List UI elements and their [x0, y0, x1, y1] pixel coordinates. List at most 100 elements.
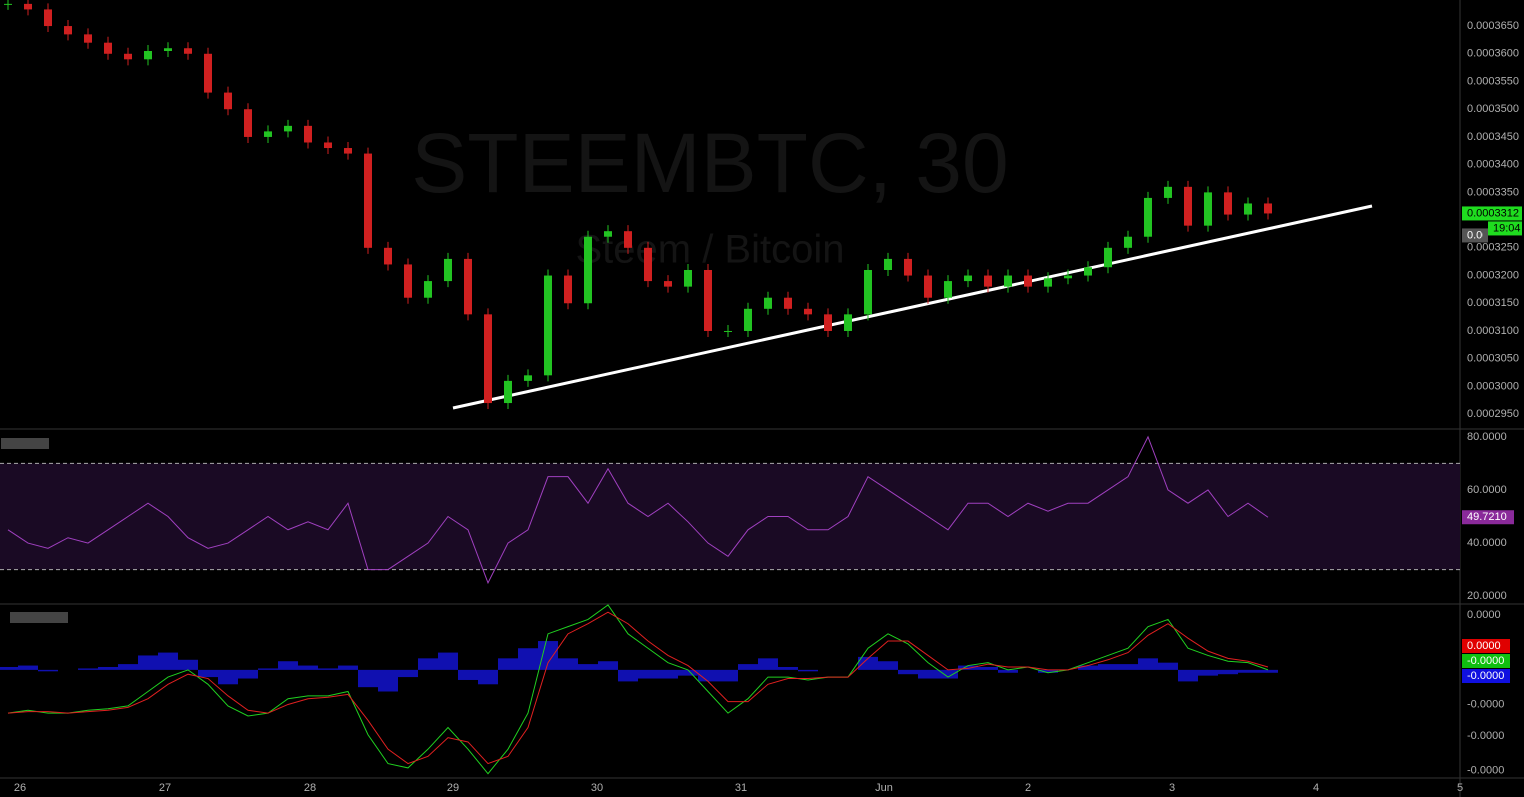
histogram-bar [558, 658, 578, 670]
macd-tick-label: -0.0000 [1467, 730, 1504, 742]
macd-tick-label: -0.0000 [1467, 698, 1504, 710]
x-tick-label: 3 [1169, 782, 1175, 794]
last-price-badge [1462, 206, 1522, 221]
candle [1064, 275, 1072, 279]
price-tick-label: 0.0003150 [1467, 297, 1519, 309]
macd-badge [1462, 654, 1510, 668]
x-tick-label: 26 [14, 782, 26, 794]
x-tick-label: 30 [591, 782, 603, 794]
macd-controls[interactable] [10, 612, 68, 623]
prev-price-badge [1462, 228, 1488, 243]
rsi-tick-label: 80.0000 [1467, 431, 1507, 443]
candle [4, 3, 12, 5]
candle [624, 231, 632, 248]
candle [784, 297, 792, 309]
candle [764, 297, 772, 309]
histogram-bar [418, 658, 438, 670]
candle [1184, 186, 1192, 226]
histogram-bar [1138, 658, 1158, 670]
histogram-bar [758, 658, 778, 670]
candle [24, 3, 32, 10]
candle [904, 258, 912, 276]
histogram-bar [1238, 669, 1258, 673]
candle [404, 264, 412, 298]
histogram-bar [178, 659, 198, 670]
histogram-bar [1098, 664, 1118, 670]
price-tick-label: 0.0003550 [1467, 75, 1519, 87]
macd-badge-label: -0.0000 [1467, 655, 1504, 667]
x-tick-label: 31 [735, 782, 747, 794]
macd-badge [1462, 669, 1510, 683]
histogram-bar [278, 661, 298, 670]
candle [244, 109, 252, 137]
rsi-line [7, 435, 1269, 585]
histogram-bar [658, 669, 678, 679]
price-tick-label: 0.0003200 [1467, 269, 1519, 281]
histogram-bar [158, 652, 178, 670]
last-price: 0.0003312 [1467, 207, 1519, 219]
histogram-bar [1258, 669, 1278, 673]
histogram-bar [438, 652, 458, 670]
histogram-bar [538, 641, 558, 670]
candle [1004, 275, 1012, 287]
histogram-bar [898, 669, 918, 675]
candle [464, 258, 472, 315]
candle [344, 148, 352, 154]
histogram-bar [958, 665, 978, 670]
rsi-badge [1462, 510, 1514, 525]
candle [724, 330, 732, 332]
histogram-bar [518, 648, 538, 670]
candle [324, 142, 332, 149]
watermark-symbol: STEEMBTC, 30 [411, 116, 1008, 210]
candle [864, 269, 872, 315]
candle [64, 26, 72, 35]
x-tick-label: Jun [875, 782, 893, 794]
histogram-bar [238, 669, 258, 679]
candle [144, 51, 152, 60]
histogram-bar [1038, 669, 1058, 673]
rsi-tick-label: 20.0000 [1467, 590, 1507, 602]
macd-tick-label: 0.0000 [1467, 609, 1501, 621]
candle [584, 236, 592, 304]
histogram-bar [1218, 669, 1238, 675]
candle [944, 281, 952, 298]
macd-badge-label: 0.0000 [1467, 640, 1501, 652]
histogram-bar [478, 669, 498, 685]
price-tick-label: 0.0003250 [1467, 242, 1519, 254]
rsi-last: 49.7210 [1467, 511, 1507, 523]
candle [804, 308, 812, 315]
candle [1024, 275, 1032, 287]
histogram-bar [918, 669, 938, 679]
candle [504, 380, 512, 404]
histogram-bar [1118, 664, 1138, 670]
histogram-bar [218, 669, 238, 685]
x-tick-label: 4 [1313, 782, 1319, 794]
candle [1204, 192, 1212, 226]
histogram-bar [778, 666, 798, 670]
histogram-bar [398, 669, 418, 678]
candle [1144, 197, 1152, 237]
candle [224, 92, 232, 110]
candle [84, 34, 92, 43]
candle [1124, 236, 1132, 248]
histogram-bar [638, 669, 658, 679]
histogram-bar [698, 669, 718, 682]
candle [544, 275, 552, 376]
candle [264, 131, 272, 137]
x-tick-label: 27 [159, 782, 171, 794]
rsi-controls[interactable] [1, 438, 49, 449]
histogram-bar [1178, 669, 1198, 682]
watermark-name: Steem / Bitcoin [575, 228, 844, 272]
candle [704, 269, 712, 331]
candle [1044, 278, 1052, 287]
price-tick-label: 0.0003600 [1467, 48, 1519, 60]
candle [424, 281, 432, 298]
candle [964, 275, 972, 282]
price-tick-label: 0.0003500 [1467, 103, 1519, 115]
candle [184, 48, 192, 54]
histogram-bar [718, 669, 738, 682]
histogram-bar [858, 656, 878, 670]
price-tick-label: 0.0002950 [1467, 408, 1519, 420]
